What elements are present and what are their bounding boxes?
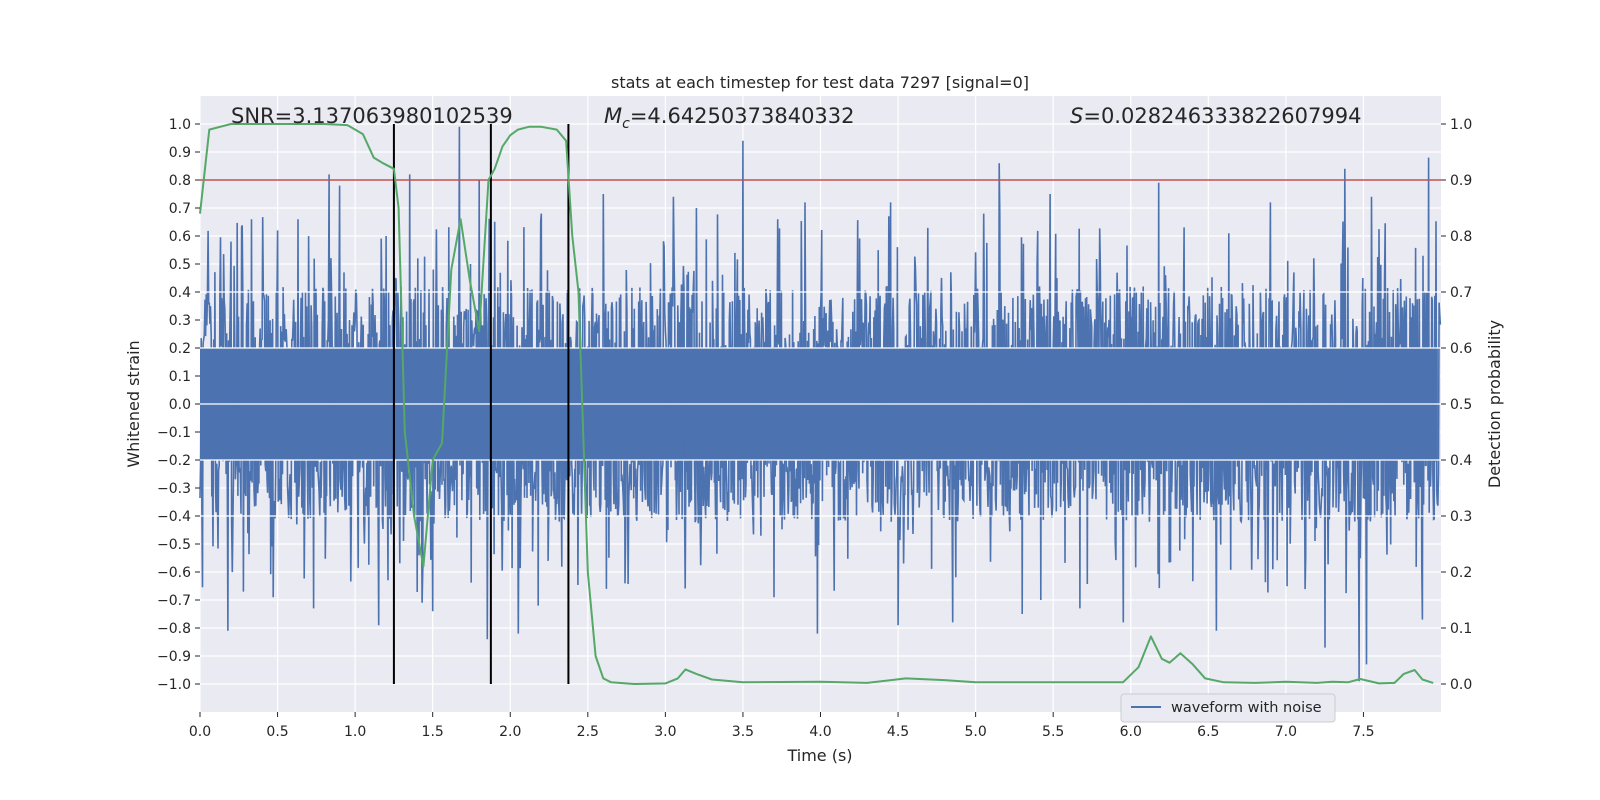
x-tick-label: 5.5 bbox=[1042, 724, 1064, 740]
y-axis-ticks: 1.0 0.9 0.8 0.7 0.6 0.5 0.4 0.3 0.2 0.1 0.0 −0.1 −0.… bbox=[157, 117, 200, 693]
y2-axis-ticks: 1.0 0.9 0.8 0.7 0.6 0.5 0.4 0.3 0.2 0.1 0.0 bbox=[1441, 117, 1472, 693]
legend-label-waveform: waveform with noise bbox=[1171, 700, 1322, 716]
s-value: =0.028246333822607994 bbox=[1083, 104, 1361, 128]
chirp-mass-subscript: c bbox=[622, 116, 630, 132]
y2-axis-label: Detection probability bbox=[1485, 320, 1504, 488]
detection-probability-line bbox=[199, 123, 1434, 685]
y2-tick-label: 0.1 bbox=[1450, 621, 1472, 637]
y-tick-label: 0.5 bbox=[169, 257, 191, 273]
s-symbol: S bbox=[1070, 104, 1083, 128]
y2-tick-label: 1.0 bbox=[1450, 117, 1472, 133]
x-axis-ticks: 0.0 0.5 1.0 1.5 2.0 2.5 3.0 3.5 4.0 4.5 5.0 5.5 6.0 6… bbox=[189, 712, 1375, 740]
y2-tick-label: 0.4 bbox=[1450, 453, 1472, 469]
s-annotation: S=0.028246333822607994 bbox=[1070, 104, 1361, 128]
y-tick-label: 0.3 bbox=[169, 313, 191, 329]
y2-tick-label: 0.7 bbox=[1450, 285, 1472, 301]
x-tick-label: 6.5 bbox=[1197, 724, 1219, 740]
y2-tick-label: 0.0 bbox=[1450, 677, 1472, 693]
chirp-mass-symbol: M bbox=[604, 104, 622, 128]
chirp-mass-annotation: Mc=4.64250373840332 bbox=[604, 104, 855, 132]
y-tick-label: 0.9 bbox=[169, 145, 191, 161]
y-tick-label: −0.3 bbox=[157, 481, 191, 497]
y-tick-label: 0.4 bbox=[169, 285, 191, 301]
y-tick-label: −0.9 bbox=[157, 649, 191, 665]
x-tick-label: 3.0 bbox=[654, 724, 676, 740]
x-tick-label: 4.5 bbox=[887, 724, 909, 740]
y-tick-label: 0.8 bbox=[169, 173, 191, 189]
x-tick-label: 4.0 bbox=[809, 724, 831, 740]
chart-title: stats at each timestep for test data 729… bbox=[611, 73, 1029, 92]
y-tick-label: −0.4 bbox=[157, 509, 191, 525]
y2-tick-label: 0.9 bbox=[1450, 173, 1472, 189]
x-tick-label: 7.0 bbox=[1275, 724, 1297, 740]
x-tick-label: 2.0 bbox=[499, 724, 521, 740]
vertical-markers bbox=[392, 124, 570, 684]
y-tick-label: 1.0 bbox=[169, 117, 191, 133]
y-axis-label: Whitened strain bbox=[124, 340, 143, 467]
y-tick-label: −0.2 bbox=[157, 453, 191, 469]
x-axis-label: Time (s) bbox=[786, 746, 852, 765]
x-tick-label: 0.5 bbox=[266, 724, 288, 740]
y-tick-label: 0.2 bbox=[169, 341, 191, 357]
x-tick-label: 0.0 bbox=[189, 724, 211, 740]
x-tick-label: 1.5 bbox=[422, 724, 444, 740]
y-tick-label: 0.7 bbox=[169, 201, 191, 217]
y2-tick-label: 0.8 bbox=[1450, 229, 1472, 245]
y-tick-label: 0.6 bbox=[169, 229, 191, 245]
chirp-mass-value: =4.64250373840332 bbox=[630, 104, 855, 128]
x-tick-label: 6.0 bbox=[1120, 724, 1142, 740]
y-tick-label: −0.7 bbox=[157, 593, 191, 609]
x-tick-label: 7.5 bbox=[1352, 724, 1374, 740]
detection-probability-series bbox=[199, 123, 1434, 685]
y2-tick-label: 0.6 bbox=[1450, 341, 1472, 357]
legend: waveform with noise bbox=[1120, 693, 1336, 723]
y-tick-label: −0.5 bbox=[157, 537, 191, 553]
y-tick-label: 0.0 bbox=[169, 397, 191, 413]
y2-tick-label: 0.5 bbox=[1450, 397, 1472, 413]
x-tick-label: 1.0 bbox=[344, 724, 366, 740]
x-tick-label: 2.5 bbox=[577, 724, 599, 740]
x-tick-label: 5.0 bbox=[964, 724, 986, 740]
y2-tick-label: 0.2 bbox=[1450, 565, 1472, 581]
y2-tick-label: 0.3 bbox=[1450, 509, 1472, 525]
y-tick-label: −1.0 bbox=[157, 677, 191, 693]
x-tick-label: 3.5 bbox=[732, 724, 754, 740]
legend-box bbox=[1120, 693, 1336, 723]
waveform-line bbox=[199, 126, 1442, 682]
y-tick-label: −0.6 bbox=[157, 565, 191, 581]
y-tick-label: −0.1 bbox=[157, 425, 191, 441]
y-tick-label: 0.1 bbox=[169, 369, 191, 385]
snr-annotation: SNR=3.137063980102539 bbox=[231, 104, 513, 128]
y-tick-label: −0.8 bbox=[157, 621, 191, 637]
